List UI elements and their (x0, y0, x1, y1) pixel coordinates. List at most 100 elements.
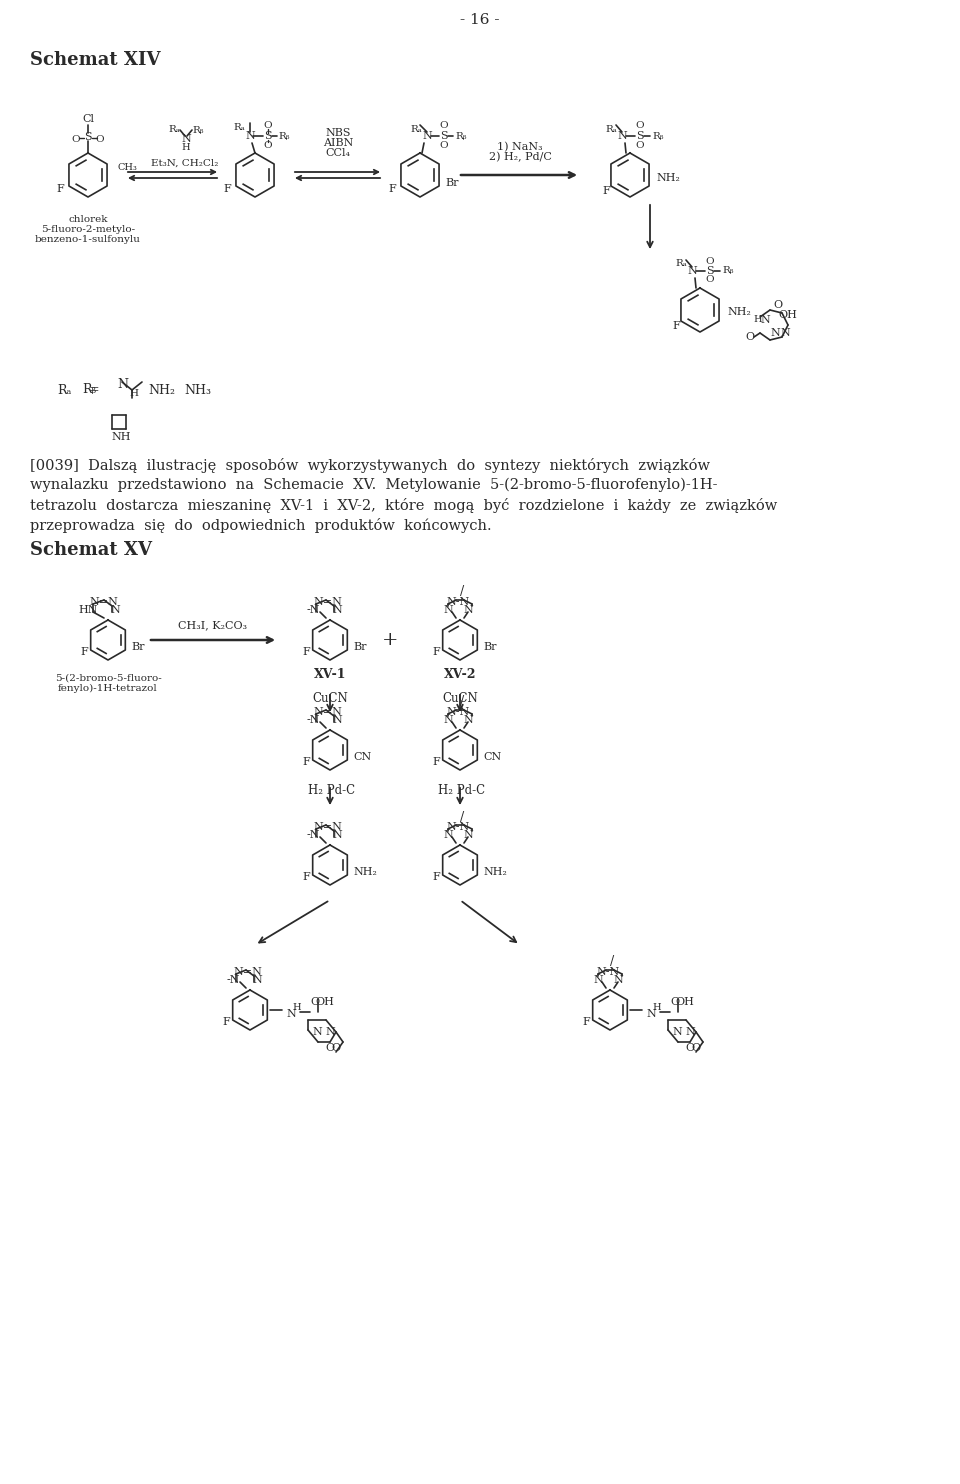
Text: NH₂: NH₂ (656, 174, 680, 183)
Text: Schemat XIV: Schemat XIV (30, 50, 160, 68)
Text: O: O (331, 1043, 341, 1054)
Text: Rᵦ: Rᵦ (455, 132, 467, 141)
Text: AIBN: AIBN (323, 138, 353, 148)
Text: F: F (388, 184, 396, 194)
Text: OH: OH (676, 997, 694, 1008)
Text: S: S (707, 266, 714, 276)
Text: Rₐ: Rₐ (410, 125, 422, 134)
Text: N: N (463, 830, 473, 840)
Text: O: O (745, 332, 755, 341)
Text: F: F (672, 321, 680, 331)
Text: S: S (441, 131, 447, 141)
Text: F: F (602, 186, 610, 196)
Text: Cl: Cl (82, 114, 94, 125)
Text: Rᵦ: Rᵦ (278, 132, 290, 141)
Text: Br: Br (483, 643, 496, 651)
Text: N: N (617, 131, 627, 141)
Text: XV-2: XV-2 (444, 668, 476, 681)
Text: O: O (310, 997, 320, 1008)
Text: CCl₄: CCl₄ (325, 148, 350, 157)
Text: -N: -N (306, 605, 320, 614)
Text: N=N: N=N (89, 597, 118, 607)
Text: CN: CN (353, 752, 372, 761)
Text: F: F (432, 873, 440, 881)
Text: H: H (181, 142, 190, 151)
Text: [0039]  Dalszą  ilustrację  sposobów  wykorzystywanych  do  syntezy  niektórych : [0039] Dalszą ilustrację sposobów wykorz… (30, 459, 710, 473)
Text: =: = (88, 383, 99, 396)
Text: H: H (754, 316, 762, 325)
Text: CN: CN (483, 752, 501, 761)
Text: F: F (302, 647, 310, 657)
Text: benzeno-1-sulfonylu: benzeno-1-sulfonylu (36, 234, 141, 243)
Text: N: N (312, 1027, 322, 1037)
Text: NH: NH (111, 432, 131, 442)
Text: F: F (223, 184, 230, 194)
Text: CuCN: CuCN (312, 692, 348, 705)
Text: S: S (264, 131, 272, 141)
Text: Rₐ: Rₐ (168, 126, 180, 135)
Text: - 16 -: - 16 - (460, 13, 500, 27)
Text: O: O (706, 257, 714, 266)
Text: F: F (302, 757, 310, 767)
Text: Rₐ: Rₐ (675, 260, 687, 269)
Text: 2) H₂, Pd/C: 2) H₂, Pd/C (489, 151, 551, 162)
Text: N: N (463, 715, 473, 726)
Text: N=N: N=N (314, 822, 343, 833)
Text: NH₂: NH₂ (149, 383, 176, 396)
Text: N: N (672, 1027, 682, 1037)
Text: -N: -N (306, 715, 320, 726)
Text: fenylo)-1H-tetrazol: fenylo)-1H-tetrazol (59, 684, 157, 693)
Text: O: O (72, 135, 81, 144)
Text: XV-1: XV-1 (314, 668, 347, 681)
Text: N: N (422, 131, 432, 141)
Text: N: N (245, 131, 254, 141)
Text: Rₐ: Rₐ (605, 125, 617, 134)
Text: wynalazku  przedstawiono  na  Schemacie  XV.  Metylowanie  5-(2-bromo-5-fluorofe: wynalazku przedstawiono na Schemacie XV.… (30, 478, 717, 493)
Text: O: O (264, 141, 273, 150)
Text: N: N (110, 605, 120, 614)
Text: H: H (129, 389, 138, 398)
Text: S: S (636, 131, 644, 141)
Text: N: N (646, 1009, 656, 1020)
Text: O: O (440, 141, 448, 150)
Text: /: / (460, 810, 464, 824)
Text: NH₂: NH₂ (353, 867, 377, 877)
Text: Rₐ: Rₐ (233, 123, 245, 132)
Text: CuCN: CuCN (443, 692, 478, 705)
Text: +: + (382, 631, 398, 649)
Text: Schemat XV: Schemat XV (30, 542, 152, 559)
Text: O: O (636, 122, 644, 131)
Text: O: O (325, 1043, 335, 1054)
Text: H: H (292, 1003, 300, 1012)
Text: O: O (264, 122, 273, 131)
Text: O: O (636, 141, 644, 150)
Text: N-N: N-N (446, 706, 469, 717)
Text: F: F (80, 647, 88, 657)
Text: /: / (610, 956, 614, 969)
Text: N: N (117, 378, 129, 392)
Text: N: N (325, 1027, 335, 1037)
Text: OH: OH (779, 310, 798, 321)
Text: Rᵦ: Rᵦ (722, 267, 733, 276)
Text: O: O (685, 1043, 695, 1054)
Text: F: F (302, 873, 310, 881)
Text: N=N: N=N (314, 597, 343, 607)
Text: F: F (432, 757, 440, 767)
Text: /: / (460, 586, 464, 598)
Text: O: O (670, 997, 680, 1008)
Text: N: N (780, 328, 790, 338)
Text: -N: -N (306, 830, 320, 840)
Text: NH₂: NH₂ (727, 307, 751, 318)
Text: O: O (96, 135, 105, 144)
Text: N: N (687, 266, 697, 276)
Text: N: N (286, 1009, 296, 1020)
Text: O: O (440, 122, 448, 131)
Text: N-N: N-N (596, 968, 619, 976)
Text: N-N: N-N (446, 597, 469, 607)
Text: H₂ Pd-C: H₂ Pd-C (308, 784, 355, 797)
Text: /: / (460, 696, 464, 708)
Text: O: O (691, 1043, 701, 1054)
Text: tetrazolu  dostarcza  mieszaninę  XV-1  i  XV-2,  które  mogą  być  rozdzielone : tetrazolu dostarcza mieszaninę XV-1 i XV… (30, 499, 778, 513)
Text: O: O (706, 276, 714, 285)
Text: N-N: N-N (446, 822, 469, 833)
